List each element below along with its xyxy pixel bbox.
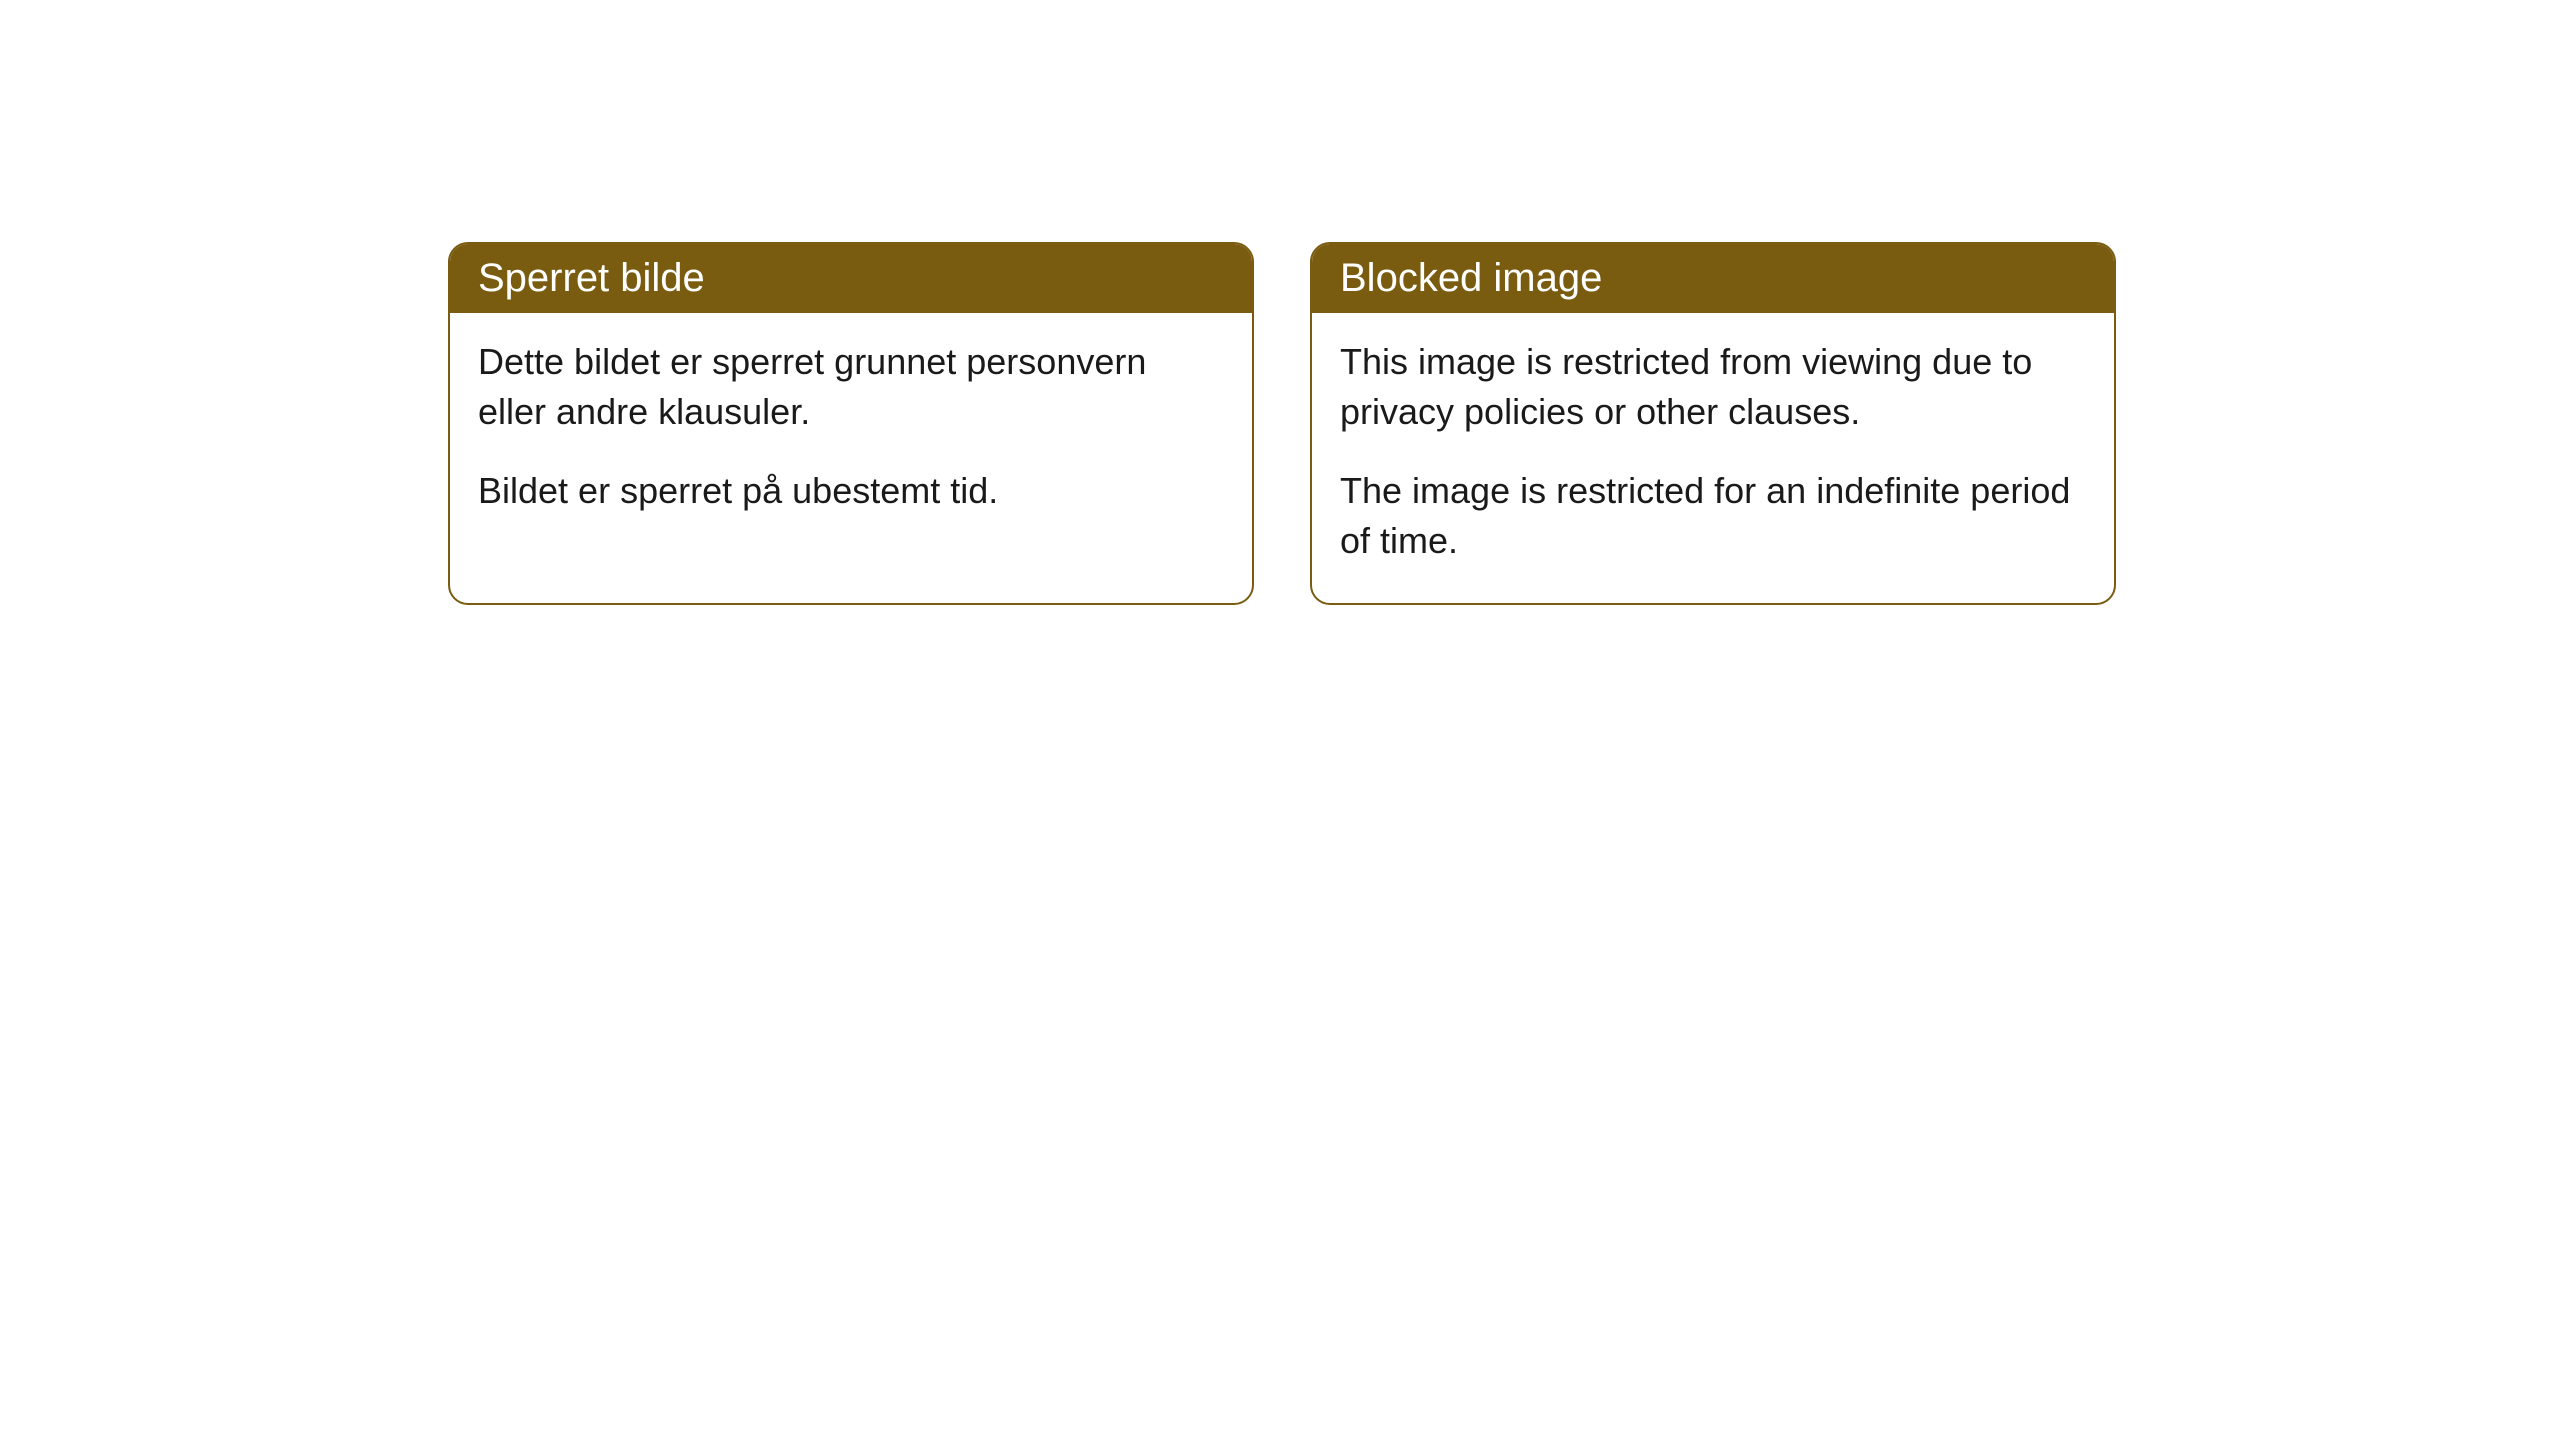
card-body-english: This image is restricted from viewing du… — [1312, 313, 2114, 603]
notice-paragraph: This image is restricted from viewing du… — [1340, 337, 2086, 438]
card-header-norwegian: Sperret bilde — [450, 244, 1252, 313]
notice-paragraph: Dette bildet er sperret grunnet personve… — [478, 337, 1224, 438]
blocked-image-card-english: Blocked image This image is restricted f… — [1310, 242, 2116, 605]
notice-paragraph: The image is restricted for an indefinit… — [1340, 466, 2086, 567]
card-title: Blocked image — [1340, 256, 1602, 300]
card-body-norwegian: Dette bildet er sperret grunnet personve… — [450, 313, 1252, 552]
notice-container: Sperret bilde Dette bildet er sperret gr… — [448, 242, 2116, 605]
notice-paragraph: Bildet er sperret på ubestemt tid. — [478, 466, 1224, 516]
card-title: Sperret bilde — [478, 256, 705, 300]
card-header-english: Blocked image — [1312, 244, 2114, 313]
blocked-image-card-norwegian: Sperret bilde Dette bildet er sperret gr… — [448, 242, 1254, 605]
